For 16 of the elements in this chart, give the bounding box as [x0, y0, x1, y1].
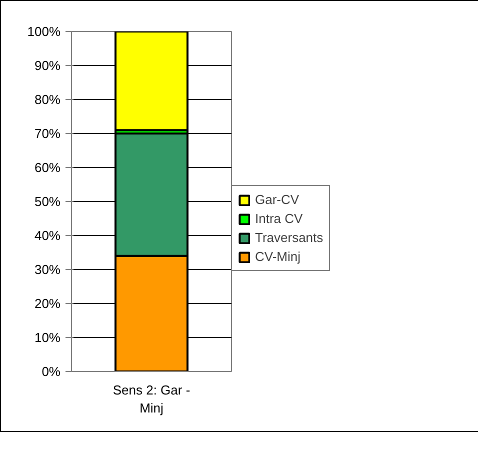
y-tick-label: 70% [34, 126, 61, 141]
legend-label: CV-Minj [255, 249, 301, 264]
x-tick-label: Sens 2: Gar - Minj [112, 382, 190, 416]
y-tick-label: 90% [34, 58, 61, 73]
y-tick-label: 80% [34, 92, 61, 107]
y-tick-label: 10% [34, 330, 61, 345]
y-tick-label: 40% [34, 228, 61, 243]
y-tick-label: 50% [34, 194, 61, 209]
y-tick-label: 60% [34, 160, 61, 175]
y-tick-label: 20% [34, 296, 61, 311]
legend-label: Traversants [255, 230, 324, 245]
y-tick-label: 0% [42, 364, 61, 379]
y-tick-label: 30% [34, 262, 61, 277]
y-tick-label: 100% [27, 24, 61, 39]
legend-label: Gar-CV [255, 192, 300, 207]
legend-label: Intra CV [255, 211, 303, 226]
